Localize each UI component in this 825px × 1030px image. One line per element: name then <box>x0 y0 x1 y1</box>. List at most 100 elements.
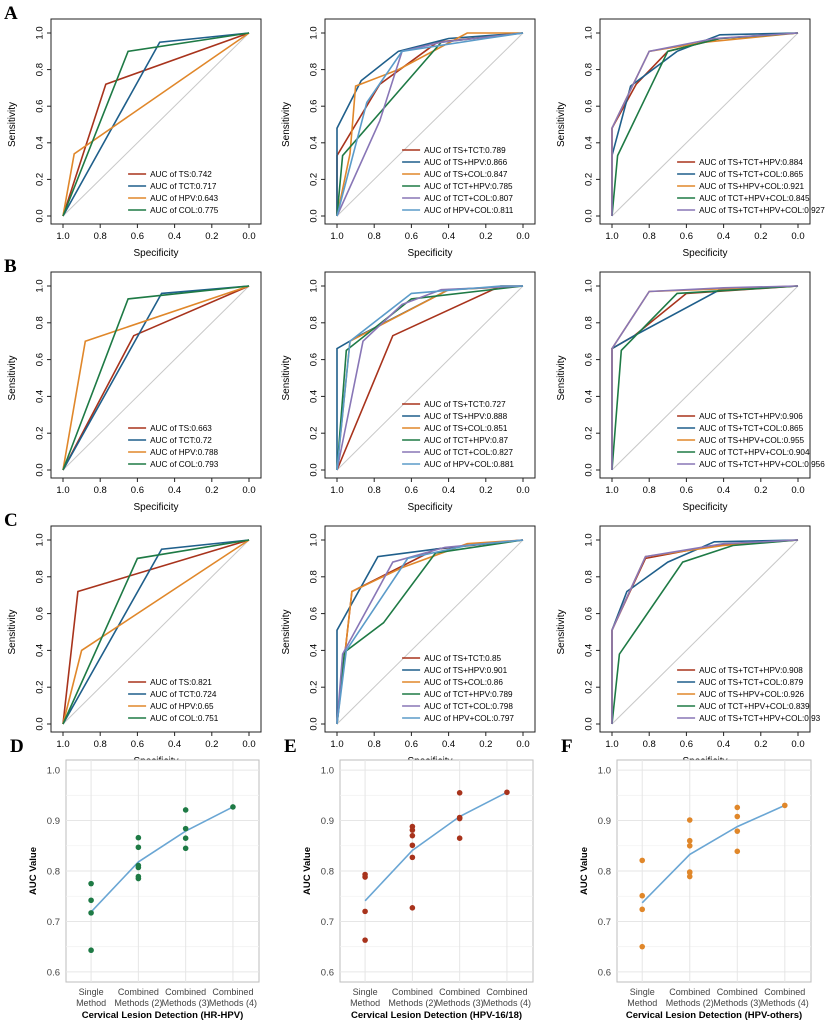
legend-label: AUC of TCT:0.72 <box>150 436 212 445</box>
y-tick-label: 0.4 <box>584 390 595 403</box>
legend-label: AUC of TCT+HPV+COL:0.904 <box>699 448 810 457</box>
x-tick-label: 0.6 <box>131 739 144 750</box>
roc-curve-3 <box>62 285 250 471</box>
panel-label-C: C <box>4 510 18 531</box>
plot-frame <box>324 525 536 733</box>
legend-label: AUC of COL:0.793 <box>150 460 219 469</box>
legend-label: AUC of TS+HPV:0.888 <box>424 412 508 421</box>
x-tick-label: 0.8 <box>643 231 656 242</box>
y-tick-label: 0.2 <box>35 681 46 694</box>
y-tick-label: 0.0 <box>584 463 595 476</box>
legend-label: AUC of TS:0.742 <box>150 170 212 179</box>
y-tick-label: 0.4 <box>584 644 595 657</box>
x-tick-label: 0.4 <box>717 485 730 496</box>
x-tick-label: 0.0 <box>791 231 804 242</box>
x-tick-label: 0.2 <box>479 739 492 750</box>
y-tick-label: 0.7 <box>321 917 334 928</box>
legend-label: AUC of COL:0.775 <box>150 206 219 215</box>
roc-panel-A3: 0.0 0.2 0.4 0.6 0.8 1.0 Sensitivity 1.0 0.8 0.6 0.… <box>556 18 825 259</box>
x-tick-label: Methods (3) <box>436 998 484 1008</box>
x-tick-label: 0.0 <box>516 739 529 750</box>
x-tick-label: Combined <box>486 987 527 997</box>
x-tick-label: Combined <box>392 987 433 997</box>
x-tick-label: Combined <box>212 987 253 997</box>
y-tick-label: 0.8 <box>584 316 595 329</box>
auc-dot <box>362 908 368 915</box>
legend-label: AUC of TCT:0.717 <box>150 182 217 191</box>
auc-dot <box>182 825 189 832</box>
legend-label: AUC of HPV:0.788 <box>150 448 218 457</box>
roc-curve-4 <box>62 539 250 725</box>
x-axis-label: Specificity <box>133 502 178 513</box>
auc-dot <box>639 906 646 913</box>
x-tick-label: Method <box>627 998 657 1008</box>
x-tick-label: Combined <box>439 987 480 997</box>
x-tick-label: 0.8 <box>94 231 107 242</box>
x-tick-label: Methods (3) <box>162 998 210 1008</box>
y-tick-label: 0.8 <box>584 63 595 76</box>
x-tick-label: Combined <box>669 987 710 997</box>
auc-dot <box>456 835 463 842</box>
y-tick-label: 0.2 <box>584 427 595 440</box>
roc-panel-B1: 0.0 0.2 0.4 0.6 0.8 1.0 Sensitivity 1.0 0.8 0.6 0.… <box>7 271 262 513</box>
x-tick-label: 0.8 <box>368 485 381 496</box>
legend-label: AUC of TCT+COL:0.798 <box>424 702 513 711</box>
y-tick-label: 0.6 <box>35 353 46 366</box>
y-tick-label: 0.6 <box>598 967 611 978</box>
y-tick-label: 0.0 <box>309 717 320 730</box>
roc-curve-5 <box>611 32 799 216</box>
x-tick-label: 0.4 <box>717 739 730 750</box>
x-axis-label: Specificity <box>407 248 452 259</box>
legend-label: AUC of TS+TCT+COL:0.879 <box>699 678 804 687</box>
auc-dot <box>686 817 693 823</box>
legend-label: AUC of HPV+COL:0.797 <box>424 714 514 723</box>
x-tick-label: 1.0 <box>605 485 618 496</box>
roc-curve-6 <box>336 539 524 725</box>
y-tick-label: 0.9 <box>321 816 334 827</box>
y-tick-label: 0.8 <box>321 867 334 878</box>
y-tick-label: 0.2 <box>35 173 46 186</box>
auc-dot <box>135 862 142 869</box>
x-tick-label: 1.0 <box>56 485 69 496</box>
roc-curve-6 <box>336 32 524 217</box>
x-tick-label: 1.0 <box>56 231 69 242</box>
y-tick-label: 0.0 <box>35 717 46 730</box>
x-tick-label: 1.0 <box>56 739 69 750</box>
auc-dot <box>88 947 94 954</box>
roc-panel-A1: 0.0 0.2 0.4 0.6 0.8 1.0 Sensitivity 1.0 0.8 0.6 0.… <box>7 18 262 259</box>
legend-label: AUC of TS:0.821 <box>150 678 212 687</box>
reference-diagonal <box>336 285 524 471</box>
y-tick-label: 0.8 <box>598 867 611 878</box>
y-tick-label: 1.0 <box>47 766 60 777</box>
roc-curve-4 <box>62 285 250 471</box>
x-axis-label: Cervical Lesion Detection (HR-HPV) <box>82 1010 244 1021</box>
y-tick-label: 1.0 <box>321 766 334 777</box>
x-tick-label: 1.0 <box>605 231 618 242</box>
legend-label: AUC of TS+COL:0.847 <box>424 170 508 179</box>
auc-dot <box>639 892 646 899</box>
y-tick-label: 0.0 <box>35 463 46 476</box>
y-tick-label: 1.0 <box>584 533 595 546</box>
y-tick-label: 1.0 <box>584 26 595 39</box>
roc-curve-4 <box>62 32 250 217</box>
reference-diagonal <box>62 32 250 217</box>
y-tick-label: 0.4 <box>35 136 46 149</box>
y-tick-label: 0.4 <box>584 136 595 149</box>
auc-dot <box>88 880 94 887</box>
plot-frame <box>50 525 262 733</box>
x-tick-label: 0.2 <box>754 739 767 750</box>
y-tick-label: 0.4 <box>35 644 46 657</box>
x-tick-label: 0.6 <box>405 739 418 750</box>
y-tick-label: 1.0 <box>35 279 46 292</box>
legend-label: AUC of TS+COL:0.851 <box>424 424 508 433</box>
x-tick-label: 0.2 <box>754 231 767 242</box>
y-tick-label: 0.0 <box>309 463 320 476</box>
roc-panel-A2: 0.0 0.2 0.4 0.6 0.8 1.0 Sensitivity 1.0 0.8 0.6 0.… <box>281 18 536 259</box>
y-tick-label: 0.8 <box>35 63 46 76</box>
x-tick-label: 0.2 <box>205 739 218 750</box>
legend-label: AUC of TCT:0.724 <box>150 690 217 699</box>
y-axis-label: AUC Value <box>302 847 313 895</box>
y-axis-label: Sensitivity <box>281 355 292 400</box>
